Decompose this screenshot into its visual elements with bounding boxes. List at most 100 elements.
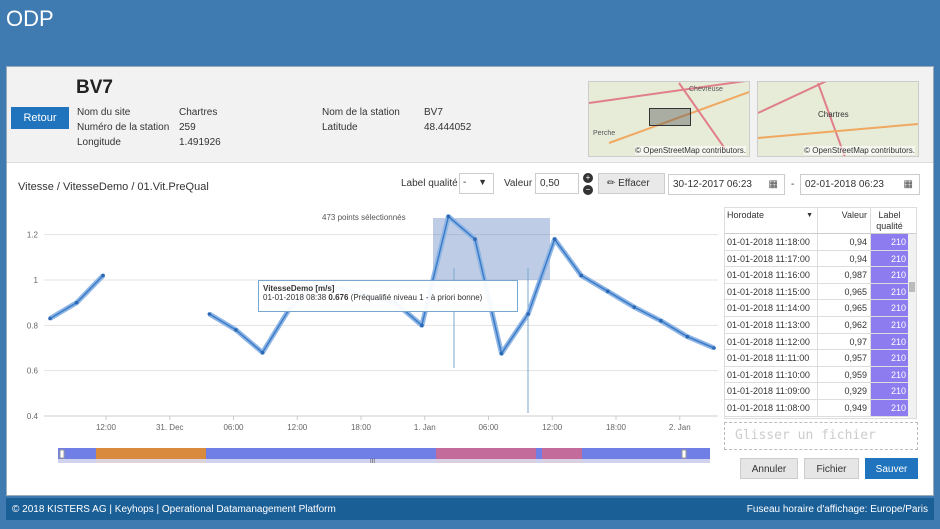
map-overview[interactable]: Chevreuse Perche © OpenStreetMap contrib… bbox=[588, 81, 750, 157]
table-row[interactable]: 01-01-2018 11:09:00 0,929 210 bbox=[725, 383, 916, 400]
sauver-button[interactable]: Sauver bbox=[865, 458, 918, 479]
x-tick-label: 18:00 bbox=[351, 423, 372, 432]
cell-horodate: 01-01-2018 11:09:00 bbox=[727, 386, 810, 397]
cell-label-qualite: 210 bbox=[870, 267, 910, 283]
cell-valeur: 0,987 bbox=[817, 267, 870, 283]
cell-valeur: 0,929 bbox=[817, 383, 870, 399]
series-line bbox=[48, 273, 105, 321]
table-row[interactable]: 01-01-2018 11:15:00 0,965 210 bbox=[725, 283, 916, 301]
cell-label-qualite: 210 bbox=[870, 300, 910, 316]
retour-button[interactable]: Retour bbox=[11, 107, 69, 129]
field-label-latitude: Latitude bbox=[322, 122, 358, 133]
cell-horodate: 01-01-2018 11:13:00 bbox=[727, 319, 810, 330]
date-to-value: 02-01-2018 06:23 bbox=[805, 179, 884, 190]
selection-rect bbox=[433, 218, 550, 280]
data-point bbox=[552, 237, 557, 241]
table-row[interactable]: 01-01-2018 11:12:00 0,97 210 bbox=[725, 333, 916, 351]
date-from-input[interactable]: 30-12-2017 06:23 ▦ bbox=[668, 174, 785, 195]
cell-horodate: 01-01-2018 11:16:00 bbox=[727, 270, 810, 281]
data-point bbox=[499, 351, 504, 356]
data-point bbox=[685, 334, 690, 339]
table-row[interactable]: 01-01-2018 11:17:00 0,94 210 bbox=[725, 250, 916, 268]
field-label-numero: Numéro de la station bbox=[77, 122, 170, 133]
cell-horodate: 01-01-2018 11:08:00 bbox=[727, 402, 810, 413]
table-row[interactable]: 01-01-2018 11:18:00 0,94 210 bbox=[725, 234, 916, 251]
effacer-button[interactable]: ✏ Effacer bbox=[598, 173, 665, 194]
cell-horodate: 01-01-2018 11:11:00 bbox=[727, 353, 810, 364]
x-tick-label: 18:00 bbox=[606, 423, 627, 432]
cell-label-qualite: 210 bbox=[870, 333, 910, 350]
cell-horodate: 01-01-2018 11:15:00 bbox=[727, 286, 810, 297]
data-point bbox=[420, 323, 424, 328]
cell-label-qualite: 210 bbox=[870, 399, 910, 416]
cell-label-qualite: 210 bbox=[870, 350, 910, 366]
x-tick-label: 31. Dec bbox=[156, 423, 184, 432]
x-tick-label: 12:00 bbox=[542, 423, 563, 432]
col-horodate[interactable]: Horodate ▼ bbox=[725, 208, 817, 233]
y-tick-label: 0.4 bbox=[27, 412, 39, 421]
col-valeur[interactable]: Valeur bbox=[817, 208, 870, 233]
table-row[interactable]: 01-01-2018 11:16:00 0,987 210 bbox=[725, 267, 916, 284]
map-attribution-2: © OpenStreetMap contributors. bbox=[804, 146, 915, 155]
fichier-button[interactable]: Fichier bbox=[804, 458, 859, 479]
cell-horodate: 01-01-2018 11:14:00 bbox=[727, 303, 810, 314]
map-detail[interactable]: Chartres © OpenStreetMap contributors. bbox=[757, 81, 919, 157]
table-scrollbar[interactable] bbox=[908, 234, 916, 418]
data-point bbox=[659, 319, 663, 323]
data-point bbox=[234, 328, 238, 332]
calendar-icon[interactable]: ▦ bbox=[903, 179, 913, 190]
cell-valeur: 0,949 bbox=[817, 399, 870, 416]
x-tick-label: 12:00 bbox=[287, 423, 308, 432]
map-viewport-box[interactable] bbox=[649, 108, 691, 126]
calendar-icon[interactable]: ▦ bbox=[768, 179, 778, 190]
effacer-label: Effacer bbox=[618, 178, 650, 189]
data-point bbox=[446, 214, 451, 219]
table-row[interactable]: 01-01-2018 11:13:00 0,962 210 bbox=[725, 316, 916, 334]
date-to-input[interactable]: 02-01-2018 06:23 ▦ bbox=[800, 174, 920, 195]
data-point bbox=[526, 312, 530, 316]
table-row[interactable]: 01-01-2018 11:14:00 0,965 210 bbox=[725, 300, 916, 317]
field-value-site: Chartres bbox=[179, 107, 218, 118]
cell-horodate: 01-01-2018 11:10:00 bbox=[727, 369, 810, 380]
cell-valeur: 0,94 bbox=[817, 250, 870, 267]
col-label-qualite[interactable]: Label qualité bbox=[870, 208, 910, 233]
annuler-button[interactable]: Annuler bbox=[740, 458, 798, 479]
minus-icon[interactable]: − bbox=[583, 185, 593, 195]
map-label-chevreuse: Chevreuse bbox=[689, 86, 723, 93]
valeur-input[interactable]: 0,50 bbox=[535, 173, 579, 194]
col-label-line2: qualité bbox=[876, 221, 903, 231]
label-qualite-select[interactable]: - ▼ bbox=[459, 173, 494, 194]
table-row[interactable]: 01-01-2018 11:10:00 0,959 210 bbox=[725, 366, 916, 384]
station-header: Retour BV7 Nom du site Chartres Numéro d… bbox=[7, 67, 933, 163]
file-drop-zone[interactable]: Glisser un fichier bbox=[724, 422, 918, 450]
y-tick-label: 1 bbox=[34, 276, 39, 285]
cell-label-qualite: 210 bbox=[870, 283, 910, 300]
cell-valeur: 0,965 bbox=[817, 300, 870, 316]
data-point bbox=[712, 346, 716, 350]
data-point bbox=[473, 237, 477, 241]
col-label-line1: Label bbox=[878, 210, 901, 220]
plus-icon[interactable]: + bbox=[583, 173, 593, 183]
map-attribution: © OpenStreetMap contributors. bbox=[635, 146, 746, 155]
data-point bbox=[579, 273, 583, 278]
table-row[interactable]: 01-01-2018 11:11:00 0,957 210 bbox=[725, 350, 916, 367]
eraser-icon: ✏ bbox=[607, 178, 616, 189]
time-series-chart[interactable]: 0.4 0.6 0.8 1 1.2 12:00 31. Dec 06:00 12:00 18:00… bbox=[8, 208, 722, 446]
data-point bbox=[101, 273, 105, 278]
tooltip-time: 01-01-2018 08:38 bbox=[263, 293, 327, 302]
data-point bbox=[605, 289, 610, 294]
range-navigator[interactable]: III bbox=[58, 448, 710, 463]
cell-valeur: 0,97 bbox=[817, 333, 870, 350]
cell-valeur: 0,94 bbox=[817, 234, 870, 250]
cell-valeur: 0,957 bbox=[817, 350, 870, 366]
cell-label-qualite: 210 bbox=[870, 316, 910, 333]
cell-label-qualite: 210 bbox=[870, 250, 910, 267]
label-qualite-value: - bbox=[463, 177, 467, 188]
footer-copyright: © 2018 KISTERS AG | Keyhops | Operationa… bbox=[12, 504, 336, 515]
cell-label-qualite: 210 bbox=[870, 234, 910, 250]
station-title: BV7 bbox=[76, 77, 113, 98]
y-tick-label: 1.2 bbox=[27, 231, 39, 240]
table-row[interactable]: 01-01-2018 11:08:00 0,949 210 bbox=[725, 399, 916, 417]
field-value-latitude: 48.444052 bbox=[424, 122, 472, 133]
data-point bbox=[74, 300, 79, 305]
